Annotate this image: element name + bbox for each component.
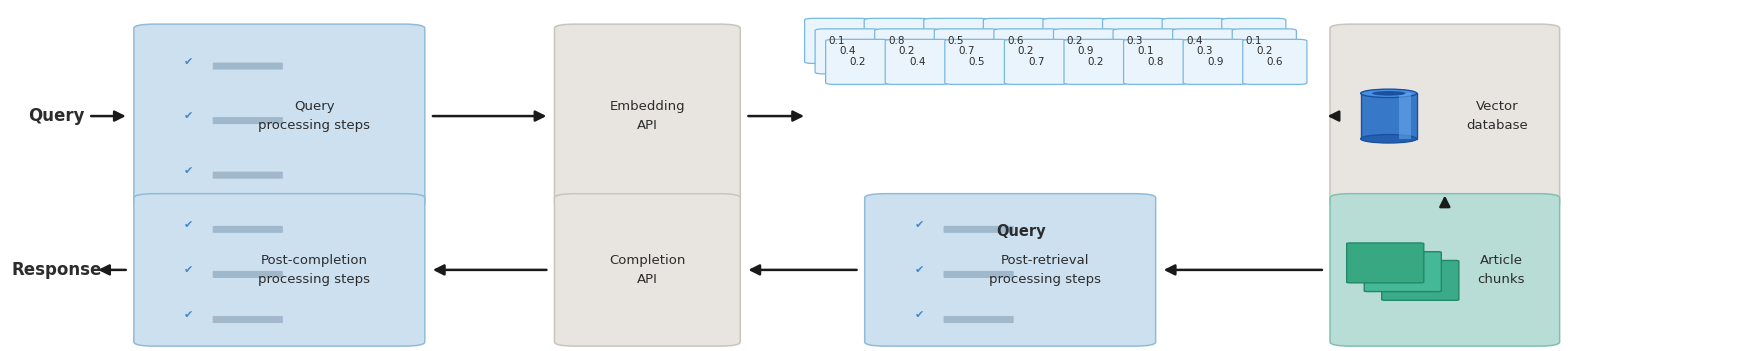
Text: Post-completion
processing steps: Post-completion processing steps xyxy=(259,254,370,286)
FancyBboxPatch shape xyxy=(1162,18,1226,64)
FancyBboxPatch shape xyxy=(886,39,949,85)
Text: 0.5: 0.5 xyxy=(947,36,963,46)
FancyBboxPatch shape xyxy=(1173,29,1236,74)
FancyBboxPatch shape xyxy=(944,226,1014,233)
FancyBboxPatch shape xyxy=(983,18,1048,64)
FancyBboxPatch shape xyxy=(555,194,740,346)
FancyBboxPatch shape xyxy=(935,29,998,74)
Text: 0.9: 0.9 xyxy=(1078,46,1094,57)
FancyBboxPatch shape xyxy=(805,18,868,64)
FancyBboxPatch shape xyxy=(213,172,284,179)
Ellipse shape xyxy=(1372,91,1405,96)
FancyBboxPatch shape xyxy=(1102,18,1168,64)
FancyBboxPatch shape xyxy=(213,226,284,233)
Text: 0.3: 0.3 xyxy=(1196,46,1213,57)
Bar xyxy=(1361,93,1418,139)
FancyBboxPatch shape xyxy=(826,39,889,85)
FancyBboxPatch shape xyxy=(1330,194,1560,346)
Text: 0.4: 0.4 xyxy=(1185,36,1203,46)
FancyBboxPatch shape xyxy=(1382,260,1458,300)
Text: ✔: ✔ xyxy=(914,310,925,320)
Text: ✔: ✔ xyxy=(183,57,194,67)
FancyBboxPatch shape xyxy=(213,316,284,323)
Bar xyxy=(1398,93,1411,139)
Text: 0.2: 0.2 xyxy=(898,46,916,57)
Text: 0.8: 0.8 xyxy=(888,36,905,46)
Text: Completion
API: Completion API xyxy=(609,254,685,286)
Text: ✔: ✔ xyxy=(183,310,194,320)
Text: 0.3: 0.3 xyxy=(1127,36,1143,46)
Text: 0.4: 0.4 xyxy=(838,46,856,57)
FancyBboxPatch shape xyxy=(1113,29,1176,74)
FancyBboxPatch shape xyxy=(1064,39,1129,85)
Text: Post-retrieval
processing steps: Post-retrieval processing steps xyxy=(990,254,1101,286)
FancyBboxPatch shape xyxy=(213,271,284,278)
FancyBboxPatch shape xyxy=(865,18,928,64)
Text: 0.4: 0.4 xyxy=(909,57,926,67)
FancyBboxPatch shape xyxy=(993,29,1058,74)
Text: 0.2: 0.2 xyxy=(1067,36,1083,46)
FancyBboxPatch shape xyxy=(1053,29,1118,74)
Text: ✔: ✔ xyxy=(914,265,925,275)
FancyBboxPatch shape xyxy=(134,194,424,346)
Text: Query: Query xyxy=(997,224,1046,239)
FancyBboxPatch shape xyxy=(925,18,988,64)
Text: Article
chunks: Article chunks xyxy=(1477,254,1525,286)
FancyBboxPatch shape xyxy=(944,316,1014,323)
FancyBboxPatch shape xyxy=(213,117,284,124)
FancyBboxPatch shape xyxy=(1124,39,1187,85)
Text: ✔: ✔ xyxy=(183,111,194,121)
FancyBboxPatch shape xyxy=(1043,18,1108,64)
FancyBboxPatch shape xyxy=(815,29,879,74)
FancyBboxPatch shape xyxy=(875,29,939,74)
Text: Response: Response xyxy=(12,261,102,279)
Text: 0.7: 0.7 xyxy=(958,46,974,57)
FancyBboxPatch shape xyxy=(1347,243,1425,283)
Text: 0.9: 0.9 xyxy=(1206,57,1224,67)
Text: 0.2: 0.2 xyxy=(1018,46,1034,57)
Text: 0.7: 0.7 xyxy=(1028,57,1044,67)
Ellipse shape xyxy=(1361,89,1418,98)
Text: Vector
database: Vector database xyxy=(1467,100,1529,132)
FancyBboxPatch shape xyxy=(1243,39,1307,85)
FancyBboxPatch shape xyxy=(944,271,1014,278)
FancyBboxPatch shape xyxy=(1222,18,1286,64)
FancyBboxPatch shape xyxy=(865,194,1155,346)
FancyBboxPatch shape xyxy=(1004,39,1069,85)
Text: ✔: ✔ xyxy=(183,265,194,275)
Text: 0.2: 0.2 xyxy=(1088,57,1104,67)
Text: Query: Query xyxy=(28,107,85,125)
FancyBboxPatch shape xyxy=(1365,252,1440,292)
FancyBboxPatch shape xyxy=(1183,39,1247,85)
Text: 0.2: 0.2 xyxy=(1256,46,1273,57)
Text: ✔: ✔ xyxy=(183,220,194,230)
Text: 0.5: 0.5 xyxy=(969,57,984,67)
Ellipse shape xyxy=(1361,134,1418,143)
Text: 0.8: 0.8 xyxy=(1148,57,1164,67)
Text: 0.6: 0.6 xyxy=(1007,36,1023,46)
Text: 0.1: 0.1 xyxy=(1245,36,1263,46)
FancyBboxPatch shape xyxy=(555,24,740,208)
Text: ✔: ✔ xyxy=(914,220,925,230)
FancyBboxPatch shape xyxy=(1233,29,1296,74)
Text: Embedding
API: Embedding API xyxy=(609,100,685,132)
Text: Query
processing steps: Query processing steps xyxy=(259,100,370,132)
FancyBboxPatch shape xyxy=(134,24,424,208)
Text: 0.2: 0.2 xyxy=(849,57,866,67)
Text: 0.1: 0.1 xyxy=(1138,46,1153,57)
FancyBboxPatch shape xyxy=(1330,24,1560,208)
Text: 0.1: 0.1 xyxy=(828,36,845,46)
Text: ✔: ✔ xyxy=(183,166,194,176)
FancyBboxPatch shape xyxy=(946,39,1009,85)
Text: 0.6: 0.6 xyxy=(1266,57,1284,67)
FancyBboxPatch shape xyxy=(213,62,284,69)
